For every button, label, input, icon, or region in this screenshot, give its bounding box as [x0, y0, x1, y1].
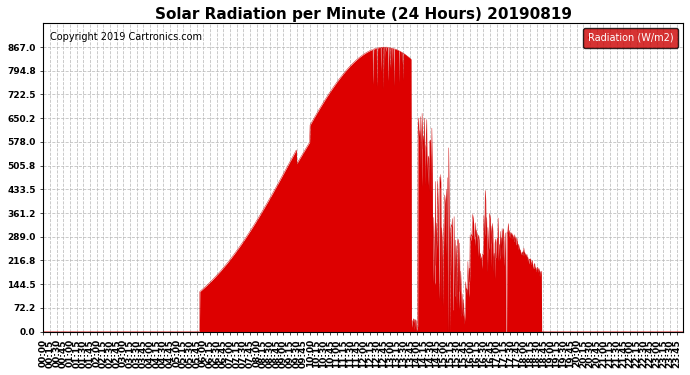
- Legend: Radiation (W/m2): Radiation (W/m2): [583, 28, 678, 48]
- Title: Solar Radiation per Minute (24 Hours) 20190819: Solar Radiation per Minute (24 Hours) 20…: [155, 7, 572, 22]
- Text: Copyright 2019 Cartronics.com: Copyright 2019 Cartronics.com: [50, 32, 201, 42]
